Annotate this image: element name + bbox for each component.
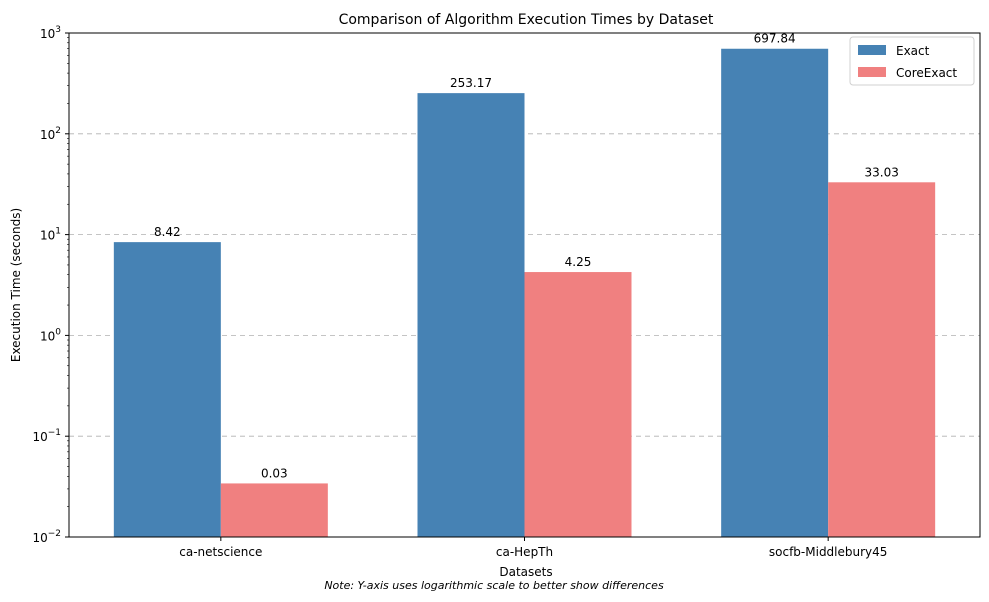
x-tick-label: socfb-Middlebury45: [769, 545, 888, 559]
x-tick-label: ca-HepTh: [496, 545, 553, 559]
y-tick-label: 103: [40, 25, 61, 41]
y-axis-label: Execution Time (seconds): [9, 208, 23, 362]
bar-exact: [113, 242, 221, 537]
legend: Exact CoreExact: [849, 36, 975, 86]
bar-coreexact: [220, 483, 328, 537]
bar-exact: [721, 48, 829, 537]
bars: [113, 48, 936, 538]
bar-value-label: 8.42: [154, 225, 181, 239]
x-tick-label: ca-netscience: [179, 545, 262, 559]
y-tick-label: 100: [40, 327, 61, 343]
bar-value-label: 697.84: [754, 32, 796, 46]
bar-coreexact: [828, 182, 936, 538]
legend-swatch-coreexact: [858, 67, 886, 77]
y-tick-label: 10−1: [32, 428, 61, 444]
note-text: Note: Y-axis uses logarithmic scale to b…: [324, 579, 664, 592]
x-ticks: ca-netscience ca-HepTh socfb-Middlebury45: [179, 537, 887, 559]
bar-coreexact: [524, 272, 632, 537]
x-axis-label: Datasets: [499, 565, 552, 579]
y-tick-label: 102: [40, 126, 61, 142]
legend-swatch-exact: [858, 45, 886, 55]
y-tick-label: 10−2: [32, 529, 61, 545]
bar-value-label: 4.25: [565, 255, 592, 269]
bar-value-label: 253.17: [450, 76, 492, 90]
legend-label: CoreExact: [896, 66, 957, 80]
y-ticks: 10−2 10−1 100 101 102 103: [32, 25, 69, 545]
bar-value-label: 33.03: [864, 165, 898, 179]
bar-exact: [417, 93, 525, 537]
bar-labels: 8.42 0.03 253.17 4.25 697.84 33.03: [154, 32, 899, 481]
y-tick-label: 101: [40, 227, 61, 243]
legend-label: Exact: [896, 44, 930, 58]
chart-title: Comparison of Algorithm Execution Times …: [339, 12, 714, 28]
bar-value-label: 0.03: [261, 466, 288, 480]
